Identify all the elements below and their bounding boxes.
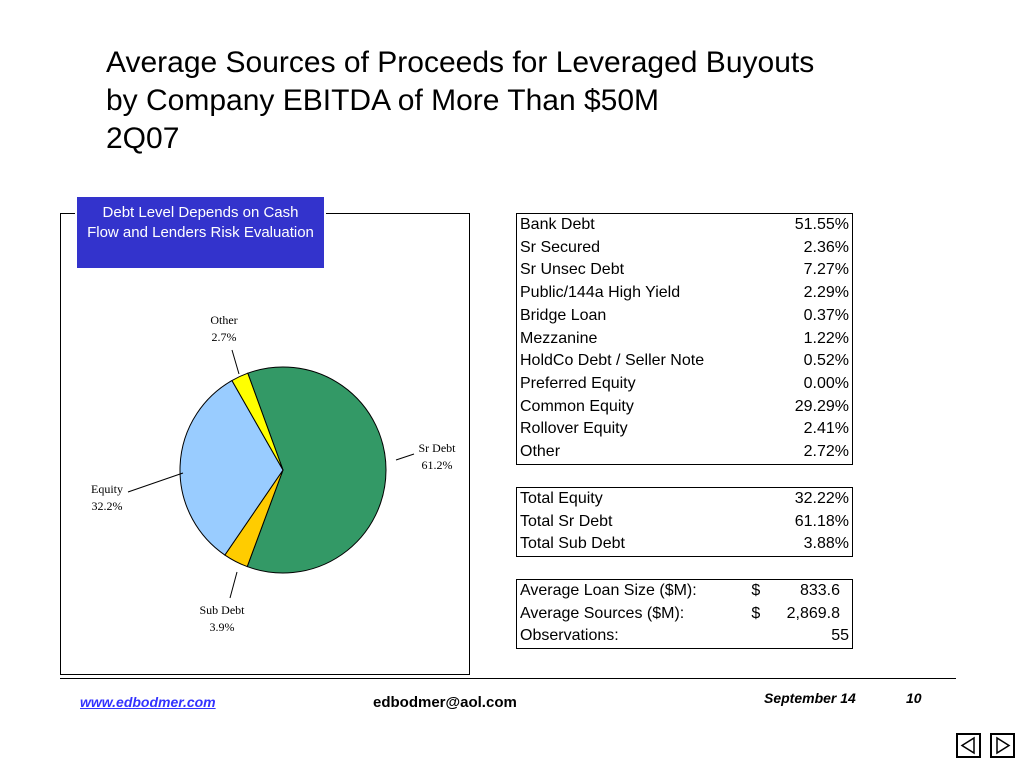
totals-value: 32.22% xyxy=(794,490,849,507)
sources-label: Sr Unsec Debt xyxy=(520,261,625,279)
stats-label: Average Sources ($M): xyxy=(520,604,685,622)
sources-label: Public/144a High Yield xyxy=(520,284,681,302)
pie-label-value: 3.9% xyxy=(210,620,235,634)
pie-slice-sr-debt xyxy=(246,366,387,574)
pie-label-value: 2.7% xyxy=(212,330,237,344)
sources-label: Rollover Equity xyxy=(520,420,628,438)
sources-table: Bank Debt 51.55% Sr Secured 2.36% Sr Unsec D… xyxy=(516,213,853,465)
totals-row: Total Sub Debt 3.88% xyxy=(517,533,853,556)
sources-label: Bridge Loan xyxy=(520,306,607,324)
pie-label-name: Other xyxy=(210,313,237,327)
totals-row: Total Sr Debt 61.18% xyxy=(517,511,853,534)
pie-label-value: 61.2% xyxy=(422,458,453,472)
pie-slice-equity xyxy=(179,379,284,556)
footer-email: edbodmer@aol.com xyxy=(373,694,517,711)
sources-label: Bank Debt xyxy=(520,216,595,233)
sources-value: 2.29% xyxy=(803,284,849,302)
stats-value: 55 xyxy=(831,627,849,645)
stats-label: Average Loan Size ($M): xyxy=(520,582,697,599)
totals-row: Total Equity 32.22% xyxy=(517,488,853,511)
sources-label: HoldCo Debt / Seller Note xyxy=(520,352,705,370)
stats-row: Average Loan Size ($M): $833.6 xyxy=(517,580,853,603)
sources-value: 51.55% xyxy=(794,216,849,233)
sources-label: Other xyxy=(520,443,561,461)
sources-row: Mezzanine 1.22% xyxy=(517,328,853,351)
pie-label-value: 32.2% xyxy=(92,499,123,513)
stats-currency: $ xyxy=(751,604,761,622)
sources-value: 0.37% xyxy=(803,306,849,324)
sources-label: Preferred Equity xyxy=(520,374,636,392)
stats-row: Average Sources ($M): $2,869.8 xyxy=(517,603,853,626)
totals-label: Total Equity xyxy=(520,490,603,507)
page-number: 10 xyxy=(906,690,922,706)
sources-row: Preferred Equity 0.00% xyxy=(517,373,853,396)
stats-value: 2,869.8 xyxy=(786,604,840,622)
website-link[interactable]: www.edbodmer.com xyxy=(80,694,216,710)
stats-row: Observations: 55 xyxy=(517,625,853,648)
pie-slice-other xyxy=(231,372,284,471)
title-line-3: 2Q07 xyxy=(106,122,180,155)
totals-label: Total Sub Debt xyxy=(520,535,625,553)
stats-value: 833.6 xyxy=(799,582,840,599)
totals-value: 3.88% xyxy=(803,535,849,553)
stats-currency xyxy=(748,625,765,648)
title-line-1: Average Sources of Proceeds for Leverage… xyxy=(106,46,815,79)
previous-slide-button[interactable] xyxy=(956,733,981,758)
sources-value: 1.22% xyxy=(803,329,849,347)
sources-label: Mezzanine xyxy=(520,329,598,347)
sources-value: 29.29% xyxy=(794,397,849,415)
callout-box: Debt Level Depends on Cash Flow and Lend… xyxy=(77,197,324,268)
stats-label: Observations: xyxy=(520,627,619,645)
sources-row: HoldCo Debt / Seller Note 0.52% xyxy=(517,350,853,373)
sources-row: Common Equity 29.29% xyxy=(517,396,853,419)
sources-label: Common Equity xyxy=(520,397,634,415)
stats-table: Average Loan Size ($M): $833.6 Average Sou… xyxy=(516,579,853,650)
sources-value: 2.41% xyxy=(803,420,849,438)
footer-date: September 14 xyxy=(764,690,856,706)
title-line-2: by Company EBITDA of More Than $50M xyxy=(106,84,660,117)
sources-row: Public/144a High Yield 2.29% xyxy=(517,282,853,305)
triangle-left-icon xyxy=(960,736,975,755)
sources-row: Sr Unsec Debt 7.27% xyxy=(517,259,853,282)
sources-row: Bridge Loan 0.37% xyxy=(517,305,853,328)
sources-value: 0.00% xyxy=(803,374,849,392)
sources-label: Sr Secured xyxy=(520,238,601,256)
pie-label-name: Sub Debt xyxy=(200,603,246,617)
next-slide-button[interactable] xyxy=(990,733,1015,758)
totals-label: Total Sr Debt xyxy=(520,512,613,530)
sources-row: Sr Secured 2.36% xyxy=(517,237,853,260)
sources-row: Bank Debt 51.55% xyxy=(517,214,853,237)
sources-value: 2.36% xyxy=(803,238,849,256)
pie-label-name: Equity xyxy=(91,482,123,496)
sources-value: 7.27% xyxy=(803,261,849,279)
stats-currency: $ xyxy=(751,582,761,599)
slide-title: Average Sources of Proceeds for Leverage… xyxy=(106,44,814,158)
sources-value: 2.72% xyxy=(803,443,849,461)
leader-line xyxy=(127,472,184,493)
leader-line xyxy=(395,453,415,461)
sources-row: Rollover Equity 2.41% xyxy=(517,418,853,441)
sources-value: 0.52% xyxy=(803,352,849,370)
pie-label-name: Sr Debt xyxy=(419,441,457,455)
leader-line xyxy=(229,571,238,599)
triangle-right-icon xyxy=(996,736,1011,755)
leader-line xyxy=(231,349,240,375)
footer-divider xyxy=(60,678,956,679)
sources-row: Other 2.72% xyxy=(517,441,853,464)
totals-table: Total Equity 32.22% Total Sr Debt 61.18% Tot… xyxy=(516,487,853,558)
totals-value: 61.18% xyxy=(794,512,849,530)
